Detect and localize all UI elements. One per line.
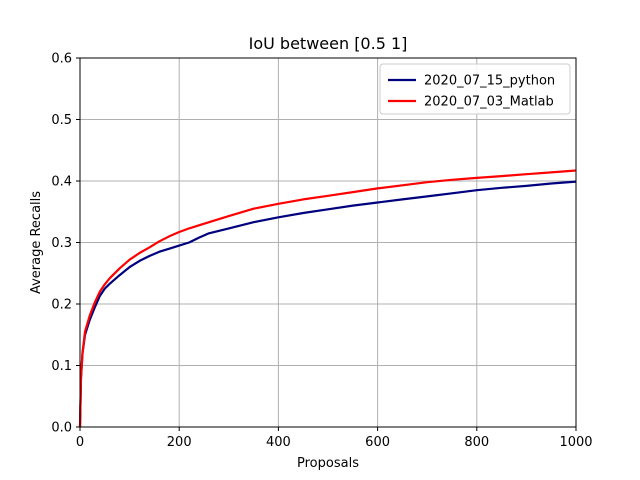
x-tick-label: 1000 xyxy=(559,435,592,450)
y-axis-label: Average Recalls xyxy=(29,191,44,294)
legend-entry-1: 2020_07_15_python xyxy=(424,74,555,89)
y-tick-label: 0.3 xyxy=(51,236,72,251)
y-tick-label: 0.2 xyxy=(51,298,72,313)
y-tick-label: 0.6 xyxy=(51,52,72,67)
legend-entry-2: 2020_07_03_Matlab xyxy=(424,95,554,110)
y-tick-label: 0.5 xyxy=(51,113,72,128)
x-axis-label: Proposals xyxy=(297,456,359,471)
x-tick-label: 400 xyxy=(266,435,291,450)
chart-title: IoU between [0.5 1] xyxy=(249,34,408,53)
y-tick-label: 0.0 xyxy=(51,421,72,436)
series-layer xyxy=(78,169,577,428)
x-tick-label: 800 xyxy=(464,435,489,450)
legend-box xyxy=(379,63,571,115)
x-tick-label: 0 xyxy=(76,435,84,450)
legend: 2020_07_15_python 2020_07_03_Matlab xyxy=(379,63,571,115)
series-line-2 xyxy=(78,169,577,428)
grid-lines xyxy=(79,57,577,428)
y-tick-label: 0.4 xyxy=(51,175,72,190)
x-tick-label: 200 xyxy=(167,435,192,450)
y-tick-label: 0.1 xyxy=(51,359,72,374)
x-tick-label: 600 xyxy=(365,435,390,450)
series-line-1 xyxy=(78,180,577,428)
y-axis-ticks: 0.0 0.1 0.2 0.3 0.4 0.5 0.6 xyxy=(51,52,80,436)
x-axis-ticks: 0 200 400 600 800 1000 xyxy=(76,427,593,450)
